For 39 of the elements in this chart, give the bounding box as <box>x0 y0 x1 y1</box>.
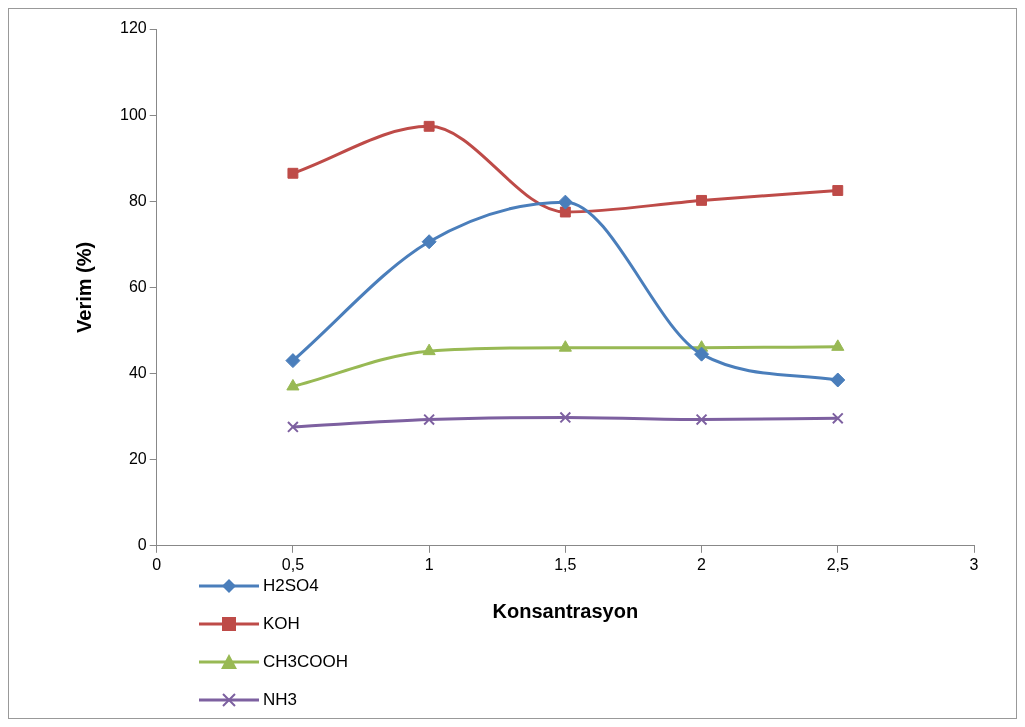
point <box>423 120 435 132</box>
point <box>557 194 573 210</box>
point <box>832 185 844 196</box>
x-tick-label: 1 <box>424 555 434 573</box>
point <box>422 343 436 356</box>
point <box>423 413 436 426</box>
legend-label: CH3COOH <box>263 652 349 672</box>
y-tick-label: 60 <box>128 277 147 295</box>
point <box>695 413 708 426</box>
point <box>287 167 299 179</box>
x-tick-label: 0 <box>152 555 162 573</box>
point <box>286 378 300 391</box>
point <box>831 339 845 351</box>
point <box>559 206 571 218</box>
y-axis-title: Verim (%) <box>72 241 95 333</box>
point <box>694 346 710 362</box>
point <box>558 340 572 352</box>
x-tick-label: 2,5 <box>826 555 849 573</box>
point <box>285 353 301 369</box>
y-tick-label: 0 <box>137 536 147 554</box>
legend-label: NH3 <box>263 690 298 710</box>
point <box>286 420 299 433</box>
x-tick-label: 3 <box>969 555 979 573</box>
legend-label: KOH <box>263 614 300 634</box>
y-tick-label: 40 <box>128 363 147 381</box>
point <box>696 194 708 206</box>
point <box>421 234 437 250</box>
y-tick-label: 120 <box>119 19 147 37</box>
point <box>830 372 846 388</box>
point <box>559 411 572 424</box>
x-tick-label: 0,5 <box>281 555 305 573</box>
point <box>831 412 844 425</box>
x-axis-title: Konsantrasyon <box>492 599 639 622</box>
y-tick-label: 100 <box>119 105 147 123</box>
y-tick-label: 20 <box>128 450 147 468</box>
y-tick-label: 80 <box>128 191 147 209</box>
x-tick-label: 2 <box>697 555 707 573</box>
x-tick-label: 1,5 <box>554 555 577 573</box>
legend-label: H2SO4 <box>263 576 319 596</box>
